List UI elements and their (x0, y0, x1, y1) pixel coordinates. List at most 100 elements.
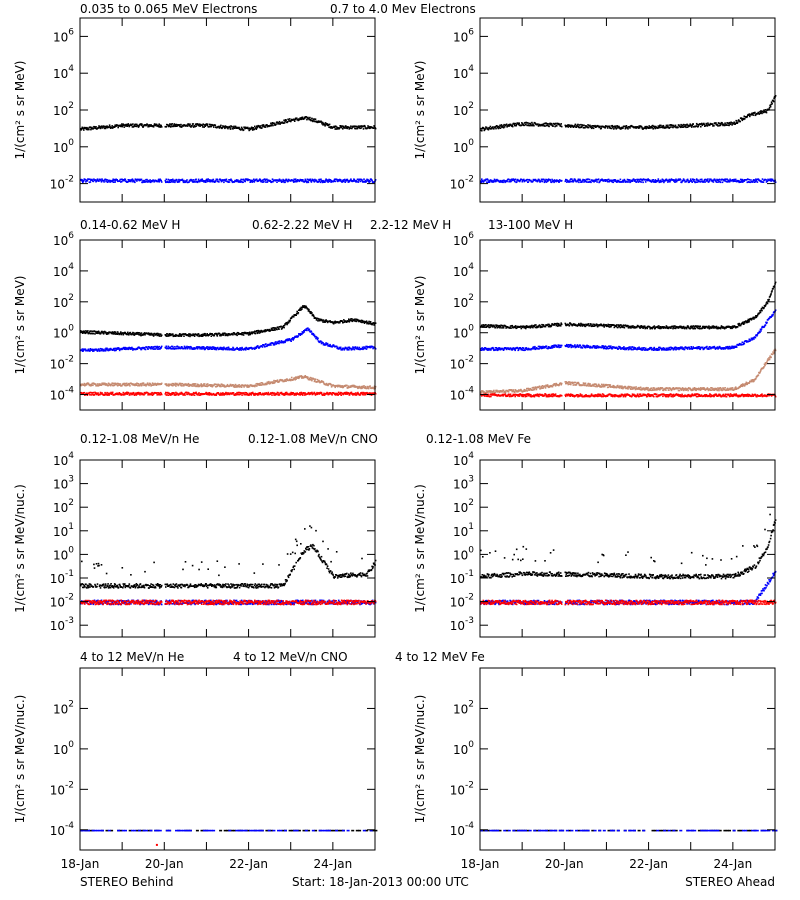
data-point (155, 347, 158, 349)
data-point (238, 348, 241, 351)
data-point (96, 393, 99, 395)
data-point (165, 181, 167, 184)
legend-row1-item1: 0.035 to 0.065 MeV Electrons (80, 2, 257, 16)
data-point (94, 333, 96, 335)
data-point (629, 181, 632, 183)
data-point (276, 328, 278, 331)
data-point (659, 124, 661, 127)
data-point (194, 383, 197, 385)
data-point (100, 393, 103, 395)
data-point (149, 383, 152, 386)
data-point (361, 321, 363, 324)
data-point (248, 331, 251, 334)
data-point (319, 181, 322, 184)
legend-row3-item2: 0.12-1.08 MeV/n CNO (248, 432, 378, 446)
data-point (496, 126, 499, 129)
data-point (541, 180, 544, 183)
data-point (320, 391, 323, 394)
data-point (336, 384, 338, 387)
data-point (503, 123, 505, 126)
data-point (618, 126, 621, 129)
data-point (324, 343, 327, 345)
data-point (88, 383, 90, 385)
data-point (717, 179, 720, 181)
data-point (616, 179, 619, 182)
data-point (128, 392, 130, 394)
data-point (345, 393, 347, 395)
data-point (92, 384, 94, 387)
data-point (213, 384, 215, 387)
data-point (590, 127, 593, 130)
data-point (611, 124, 614, 127)
data-point (644, 181, 647, 183)
data-point (550, 324, 553, 327)
data-point (627, 181, 629, 183)
data-point (123, 124, 125, 126)
data-point (271, 178, 274, 180)
data-point (225, 392, 228, 394)
data-point (500, 125, 502, 127)
data-point (300, 375, 303, 377)
data-point (202, 383, 205, 385)
data-point (340, 125, 342, 127)
data-point (158, 125, 161, 127)
data-point (583, 181, 585, 183)
data-point (346, 126, 348, 128)
data-point (189, 335, 191, 338)
data-point (320, 381, 322, 383)
data-point (103, 181, 105, 183)
data-point (335, 393, 337, 396)
data-point (514, 326, 516, 328)
data-point (135, 392, 137, 394)
data-point (251, 332, 253, 335)
data-point (83, 382, 86, 385)
data-point (171, 125, 173, 127)
data-point (300, 118, 303, 121)
data-point (617, 127, 620, 129)
data-point (537, 180, 539, 182)
data-point (167, 384, 169, 387)
data-point (281, 379, 284, 381)
data-point (260, 382, 263, 384)
data-point (638, 127, 641, 129)
data-point (314, 378, 317, 380)
data-point (354, 125, 357, 128)
data-point (122, 393, 124, 396)
data-point (689, 123, 691, 125)
data-point (272, 392, 275, 395)
data-point (271, 122, 274, 124)
data-point (706, 124, 708, 126)
data-point (734, 122, 737, 125)
data-point (130, 348, 132, 350)
data-point (321, 122, 323, 125)
data-point (662, 179, 665, 181)
data-point (318, 318, 320, 320)
data-point (109, 383, 111, 386)
data-point (643, 127, 646, 129)
data-point (260, 125, 262, 127)
data-point (264, 179, 267, 182)
data-point (544, 125, 546, 127)
data-point (654, 125, 656, 128)
data-point (261, 127, 263, 129)
data-point (756, 178, 758, 181)
data-point (318, 379, 320, 382)
data-point (342, 180, 344, 182)
data-point (743, 115, 746, 118)
data-point (237, 391, 240, 394)
data-point (112, 382, 114, 385)
data-points (80, 305, 377, 396)
data-point (225, 348, 227, 351)
data-point (611, 181, 614, 183)
data-point (318, 392, 320, 394)
data-point (196, 346, 198, 348)
data-point (551, 178, 553, 181)
data-point (313, 118, 316, 120)
data-point (174, 125, 176, 128)
data-point (623, 178, 626, 181)
data-point (501, 181, 503, 183)
data-point (291, 338, 293, 340)
data-point (346, 384, 348, 387)
data-point (150, 392, 152, 395)
data-point (606, 179, 608, 181)
